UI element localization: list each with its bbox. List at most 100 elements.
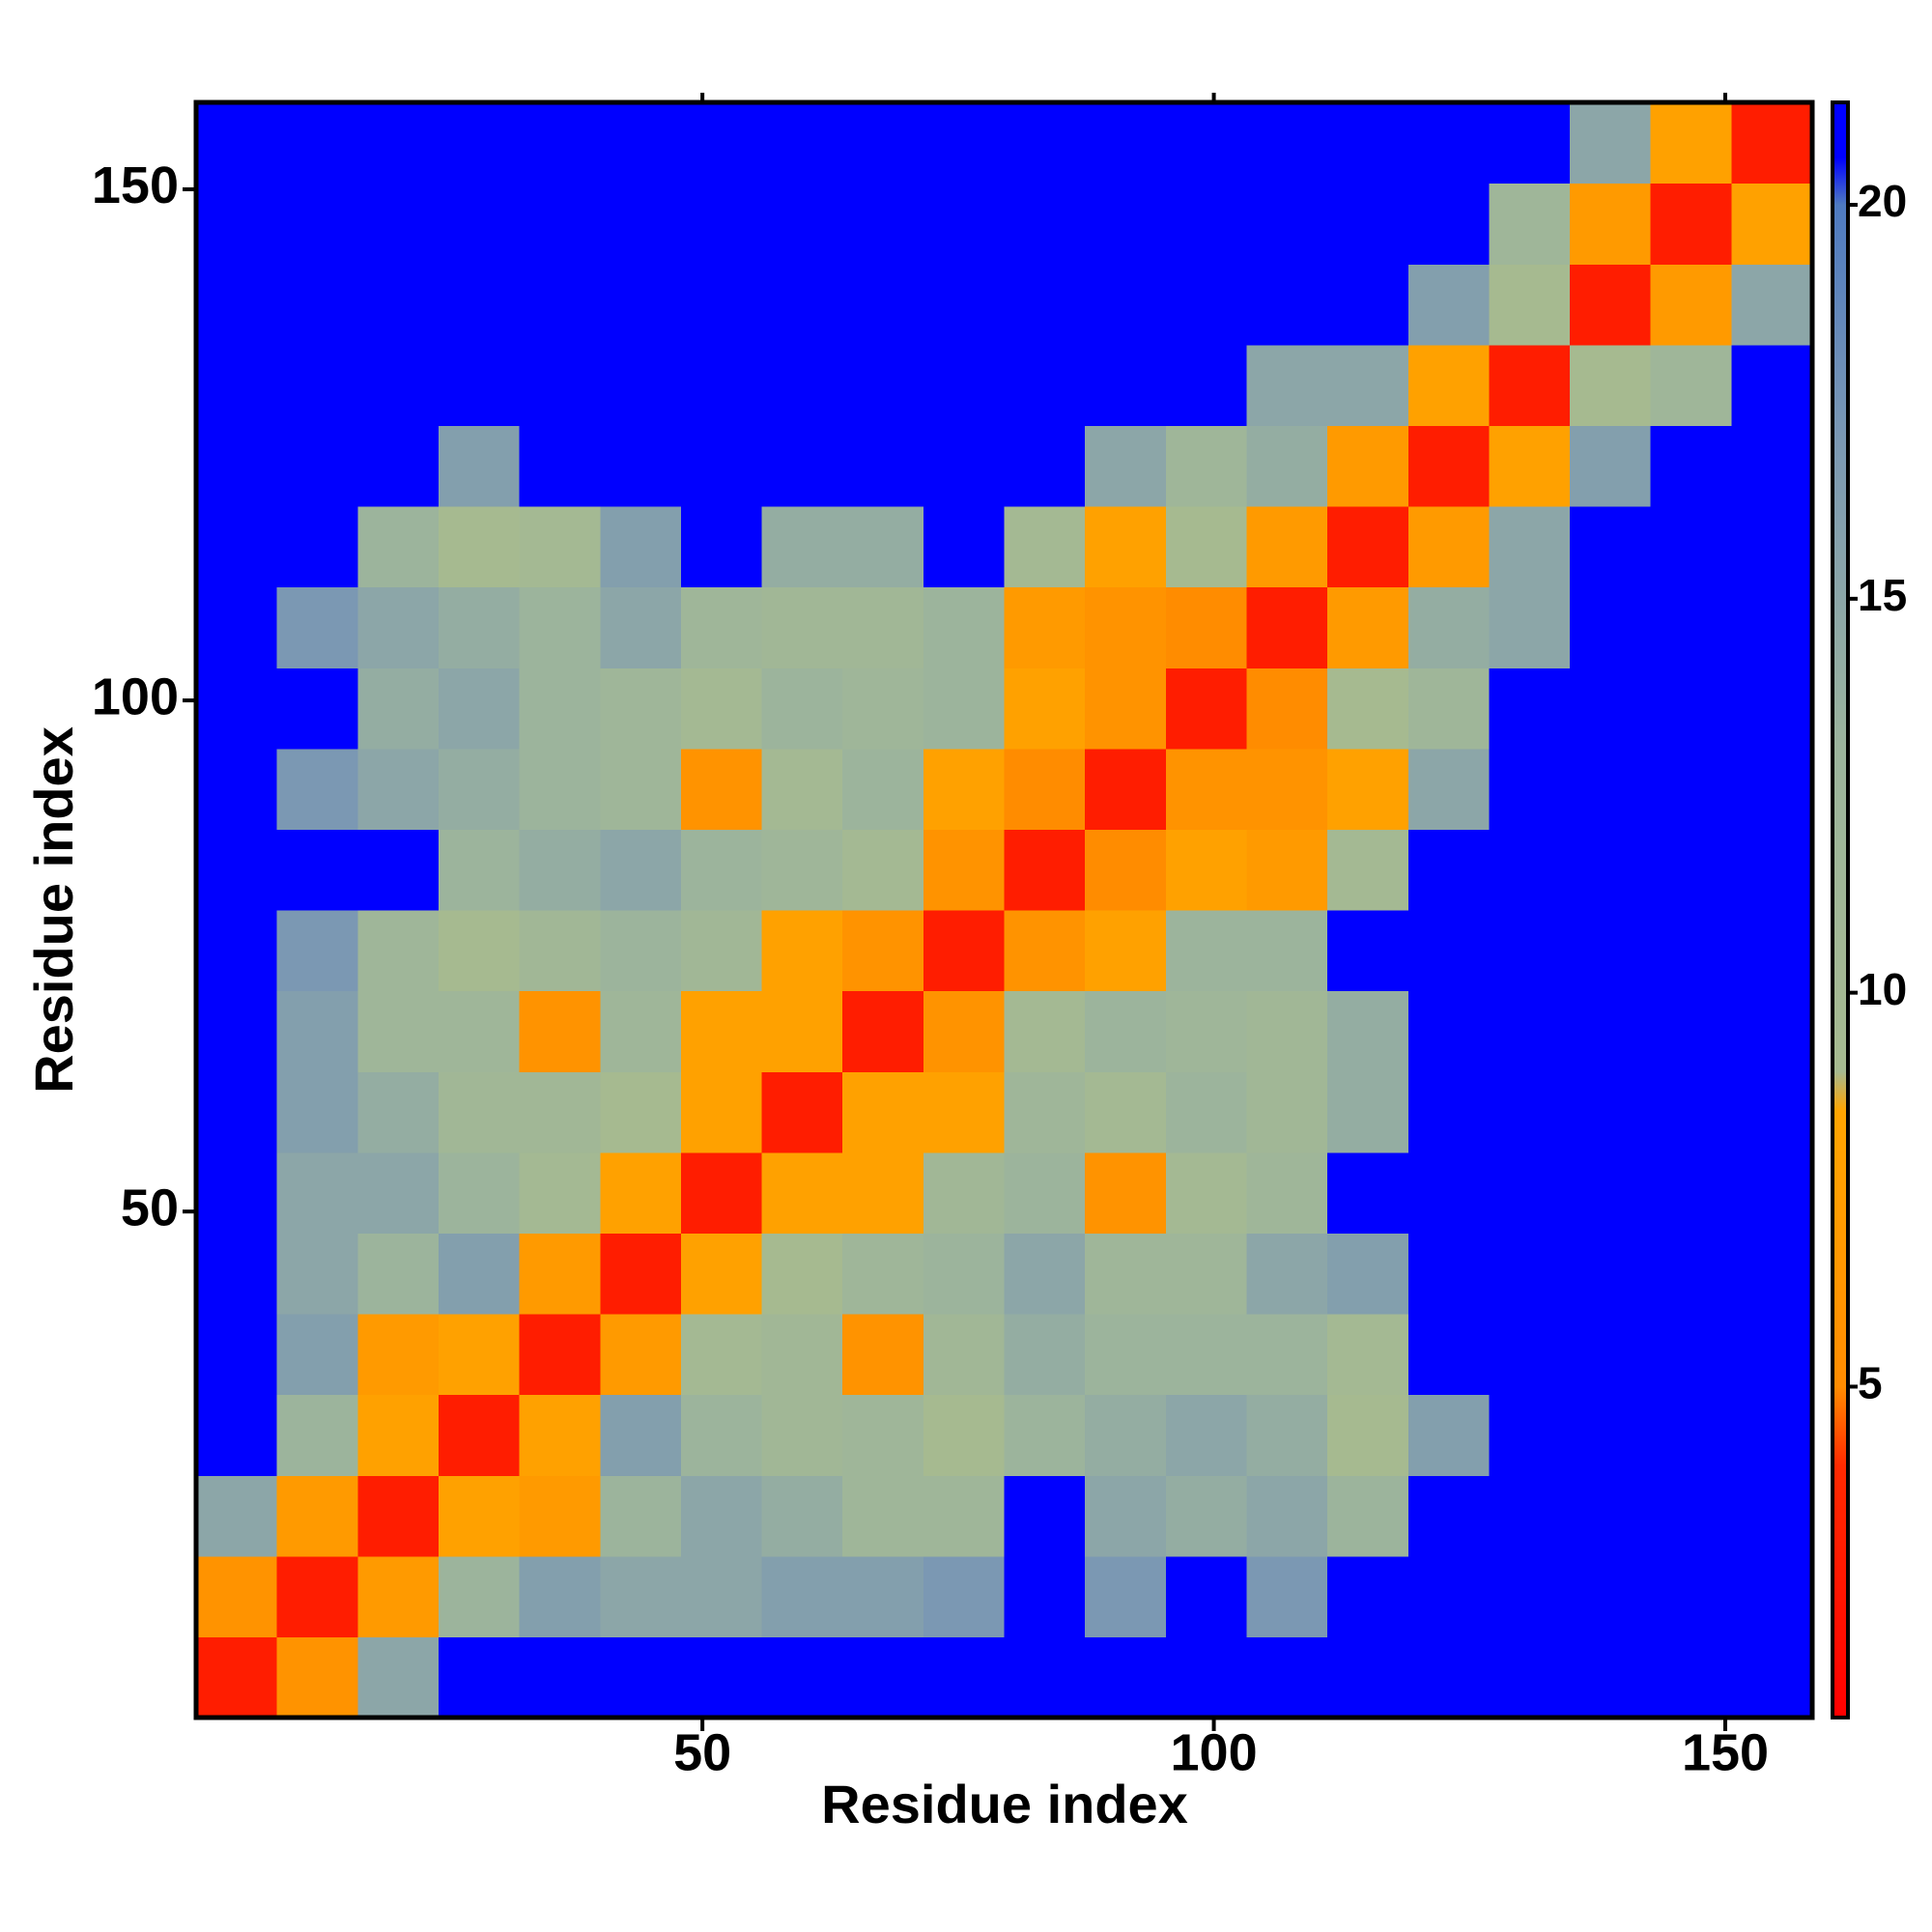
- heatmap-cell: [842, 1555, 924, 1637]
- heatmap-cell: [761, 829, 843, 911]
- heatmap-cell: [276, 183, 358, 265]
- heatmap-cell: [1650, 1394, 1732, 1476]
- heatmap-cell: [842, 748, 924, 830]
- heatmap-cell: [1407, 668, 1490, 750]
- heatmap-cell: [680, 1314, 763, 1396]
- heatmap-cell: [1165, 102, 1248, 185]
- heatmap-cell: [1327, 748, 1409, 830]
- heatmap-cell: [1004, 1071, 1086, 1153]
- heatmap-cell: [1085, 102, 1167, 185]
- heatmap-cell: [1165, 990, 1248, 1072]
- heatmap-cell: [519, 1555, 601, 1637]
- heatmap-cell: [1489, 102, 1571, 185]
- heatmap-cell: [842, 506, 924, 588]
- heatmap-cell: [276, 425, 358, 507]
- heatmap-cell: [1085, 264, 1167, 346]
- heatmap-cell: [438, 1636, 521, 1719]
- heatmap-cell: [842, 1314, 924, 1396]
- colorbar-tick-label: 5: [1858, 1358, 1883, 1408]
- heatmap-cell: [1570, 1636, 1652, 1719]
- heatmap-cell: [1246, 1555, 1328, 1637]
- heatmap-cell: [438, 1555, 521, 1637]
- heatmap-cell: [923, 1314, 1006, 1396]
- heatmap-cell: [438, 344, 521, 426]
- heatmap-cell: [1327, 586, 1409, 668]
- heatmap-cell: [1165, 344, 1248, 426]
- heatmap-cell: [680, 668, 763, 750]
- heatmap-cell: [1327, 425, 1409, 507]
- heatmap-cell: [1246, 1636, 1328, 1719]
- heatmap-cell: [1246, 425, 1328, 507]
- heatmap-cell: [761, 1636, 843, 1719]
- heatmap-cell: [1570, 425, 1652, 507]
- heatmap-cell: [276, 1475, 358, 1557]
- heatmap-cell: [357, 910, 440, 992]
- heatmap-cell: [1246, 829, 1328, 911]
- heatmap-cell: [196, 990, 278, 1072]
- heatmap-cell: [276, 668, 358, 750]
- heatmap-cell: [680, 586, 763, 668]
- heatmap-cell: [761, 1071, 843, 1153]
- heatmap-cell: [680, 506, 763, 588]
- heatmap-cell: [1489, 990, 1571, 1072]
- heatmap-cell: [1165, 1394, 1248, 1476]
- heatmap-cell: [1731, 344, 1813, 426]
- heatmap-cell: [1489, 183, 1571, 265]
- heatmap-cell: [1327, 1636, 1409, 1719]
- heatmap-cell: [600, 1636, 682, 1719]
- heatmap-cell: [1407, 829, 1490, 911]
- heatmap-cell: [1731, 102, 1813, 185]
- heatmap-cell: [1570, 1475, 1652, 1557]
- heatmap-cell: [1004, 1475, 1086, 1557]
- heatmap-cell: [761, 910, 843, 992]
- heatmap-cell: [1489, 748, 1571, 830]
- heatmap-cell: [1731, 668, 1813, 750]
- heatmap-cell: [357, 829, 440, 911]
- heatmap-cell: [1165, 264, 1248, 346]
- heatmap-cell: [357, 1555, 440, 1637]
- heatmap-cell: [1731, 183, 1813, 265]
- heatmap-cell: [196, 1151, 278, 1234]
- heatmap-cell: [1407, 1314, 1490, 1396]
- heatmap-cell: [600, 990, 682, 1072]
- heatmap-cell: [1246, 910, 1328, 992]
- heatmap-cell: [1085, 344, 1167, 426]
- heatmap-cell: [1570, 1151, 1652, 1234]
- heatmap-cell: [1165, 748, 1248, 830]
- heatmap-cell: [680, 264, 763, 346]
- heatmap-cell: [1004, 506, 1086, 588]
- heatmap-cell: [1165, 1475, 1248, 1557]
- heatmap-cell: [1327, 990, 1409, 1072]
- heatmap-cell: [1085, 183, 1167, 265]
- heatmap-cell: [600, 910, 682, 992]
- heatmap-cell: [196, 586, 278, 668]
- heatmap-cell: [438, 1314, 521, 1396]
- heatmap-cell: [276, 1233, 358, 1315]
- heatmap-cell: [1165, 1233, 1248, 1315]
- heatmap-cell: [438, 1233, 521, 1315]
- heatmap-cell: [680, 1555, 763, 1637]
- heatmap-cell: [357, 1071, 440, 1153]
- x-tick-label: 100: [1171, 1723, 1258, 1781]
- heatmap-cell: [1085, 1394, 1167, 1476]
- heatmap-cell: [357, 1233, 440, 1315]
- heatmap-cell: [1165, 183, 1248, 265]
- heatmap-cell: [196, 1636, 278, 1719]
- heatmap-cell: [761, 344, 843, 426]
- heatmap-cell: [357, 1636, 440, 1719]
- heatmap-cell: [1650, 586, 1732, 668]
- heatmap-cell: [1650, 102, 1732, 185]
- heatmap-cell: [842, 1636, 924, 1719]
- heatmap-cell: [680, 1475, 763, 1557]
- colorbar-tick-label: 10: [1858, 964, 1907, 1014]
- heatmap-cell: [1004, 586, 1086, 668]
- heatmap-cell: [923, 1475, 1006, 1557]
- heatmap-cell: [1650, 425, 1732, 507]
- heatmap-cell: [680, 183, 763, 265]
- heatmap-cell: [1570, 829, 1652, 911]
- heatmap-cell: [196, 829, 278, 911]
- heatmap-cell: [438, 748, 521, 830]
- heatmap-cell: [923, 506, 1006, 588]
- heatmap-cell: [600, 264, 682, 346]
- heatmap-cell: [1004, 748, 1086, 830]
